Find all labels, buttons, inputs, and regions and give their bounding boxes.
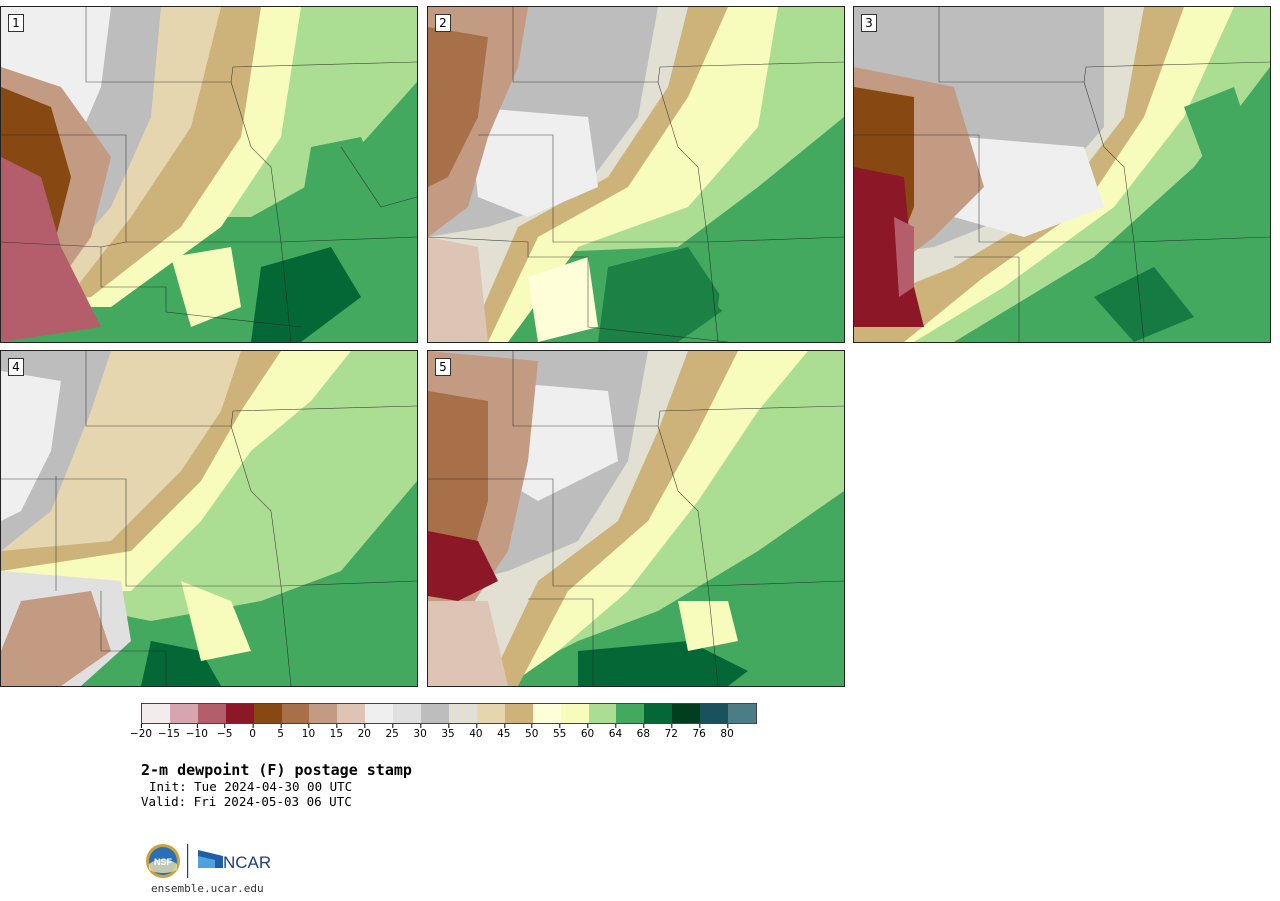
colorbar-swatch [225, 704, 254, 723]
colorbar-tick-label: 45 [497, 724, 511, 740]
colorbar-tick-label: −20 [129, 724, 153, 740]
panel-number-label: 4 [8, 358, 24, 376]
dewpoint-map-5 [428, 351, 844, 686]
colorbar-tick-labels: −20 −15 −10 −5 0 5 10 15 20 25 30 35 40 45 50 55 60 64 68 7… [130, 724, 755, 744]
ensemble-member-panel-5: 5 [427, 350, 845, 687]
panel-number-label: 5 [435, 358, 451, 376]
colorbar-tick-label: 76 [692, 724, 706, 740]
nsf-ncar-logo: NSF NCAR [146, 844, 271, 878]
colorbar-swatch [644, 704, 673, 723]
colorbar-swatch [142, 704, 170, 723]
colorbar-tick-label: 60 [580, 724, 595, 740]
colorbar [141, 703, 757, 724]
colorbar-swatch [616, 704, 645, 723]
colorbar-tick-label: −10 [185, 724, 208, 740]
colorbar-swatch [337, 704, 366, 723]
colorbar-tick-label: 0 [249, 724, 256, 740]
colorbar-swatch [448, 704, 477, 723]
map-title: 2-m dewpoint (F) postage stamp [141, 761, 412, 779]
ensemble-member-panel-4: 4 [0, 350, 418, 687]
colorbar-tick-label: 30 [413, 724, 427, 740]
ncar-wordmark-icon: NCAR [198, 850, 271, 872]
init-time: Init: Tue 2024-04-30 00 UTC [149, 779, 353, 794]
nsf-seal-icon: NSF [146, 844, 180, 878]
colorbar-tick-label: 5 [277, 724, 284, 740]
colorbar-swatch [560, 704, 589, 723]
colorbar-swatch [700, 704, 729, 723]
dewpoint-map-4 [1, 351, 417, 686]
colorbar-swatch [532, 704, 561, 723]
panel-number-label: 3 [861, 14, 877, 32]
dewpoint-map-1 [1, 7, 417, 342]
colorbar-tick-label: 10 [301, 724, 316, 740]
colorbar-tick-label: 20 [357, 724, 371, 740]
colorbar-tick-label: 80 [720, 724, 734, 740]
ncar-text: NCAR [223, 853, 271, 872]
colorbar-swatch [365, 704, 394, 723]
colorbar-tick-label: 25 [385, 724, 399, 740]
colorbar-tick-label: −5 [216, 724, 233, 740]
colorbar-swatch [169, 704, 198, 723]
colorbar-swatch [421, 704, 449, 723]
colorbar-tick-label: −15 [157, 724, 180, 740]
nsf-seal-text: NSF [154, 857, 173, 867]
colorbar-swatch [197, 704, 226, 723]
panel-number-label: 1 [8, 14, 24, 32]
colorbar-tick-label: 72 [664, 724, 678, 740]
ensemble-member-panel-1: 1 [0, 6, 418, 343]
colorbar-swatch [672, 704, 701, 723]
dewpoint-map-3 [854, 7, 1270, 342]
colorbar-swatch [504, 704, 533, 723]
colorbar-tick-label: 68 [636, 724, 651, 740]
colorbar-swatch [309, 704, 338, 723]
colorbar-swatch [476, 704, 505, 723]
colorbar-swatch [393, 704, 422, 723]
website-url: ensemble.ucar.edu [151, 882, 264, 895]
valid-time: Valid: Fri 2024-05-03 06 UTC [141, 794, 352, 809]
colorbar-swatch [728, 704, 756, 723]
colorbar-swatch [253, 704, 282, 723]
ensemble-member-panel-2: 2 [427, 6, 845, 343]
ensemble-member-panel-3: 3 [853, 6, 1271, 343]
colorbar-tick-label: 64 [608, 724, 623, 740]
panel-number-label: 2 [435, 14, 451, 32]
colorbar-tick-label: 15 [329, 724, 344, 740]
colorbar-tick-label: 55 [552, 724, 567, 740]
colorbar-tick-label: 40 [469, 724, 483, 740]
colorbar-swatch [281, 704, 310, 723]
colorbar-swatch [588, 704, 617, 723]
dewpoint-map-2 [428, 7, 844, 342]
colorbar-tick-label: 35 [441, 724, 455, 740]
colorbar-tick-label: 50 [525, 724, 539, 740]
